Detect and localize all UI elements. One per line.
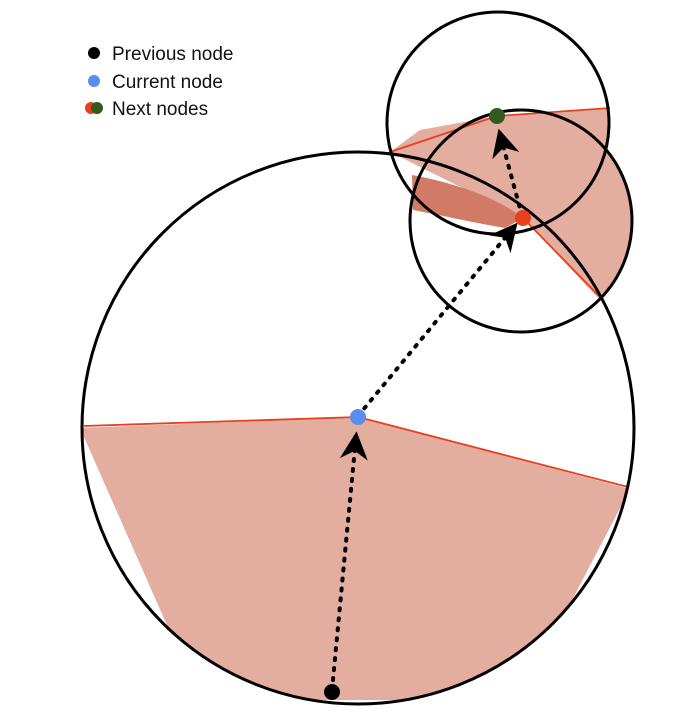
big-circle bbox=[80, 150, 636, 706]
legend-label-next: Next nodes bbox=[112, 99, 208, 120]
legend-item-previous: Previous node bbox=[88, 44, 233, 65]
arrow-red-to-green-node bbox=[492, 128, 524, 218]
wedge-edges bbox=[83, 107, 629, 488]
legend-label-previous: Previous node bbox=[112, 44, 233, 65]
legend-label-current: Current node bbox=[112, 72, 223, 93]
legend-item-current: Current node bbox=[88, 72, 223, 93]
next-node-red bbox=[515, 210, 531, 226]
legend-dot-previous bbox=[88, 47, 100, 59]
legend-item-next: Next nodes bbox=[85, 99, 208, 120]
arrow-previous-to-current bbox=[330, 431, 368, 692]
wedge-overlap-region bbox=[412, 175, 523, 228]
legend-dot-next-green bbox=[91, 102, 103, 114]
middle-circle bbox=[408, 108, 634, 334]
previous-node bbox=[324, 684, 340, 700]
transition-arrows bbox=[330, 128, 524, 692]
next-node-green bbox=[489, 108, 505, 124]
current-node bbox=[350, 409, 366, 425]
legend: Previous node Current node Next nodes bbox=[85, 44, 233, 120]
top-circle-wedge bbox=[390, 108, 609, 234]
big-circle-wedge bbox=[82, 417, 630, 700]
arrow-current-to-red-node bbox=[356, 222, 518, 418]
legend-dot-current bbox=[88, 75, 100, 87]
